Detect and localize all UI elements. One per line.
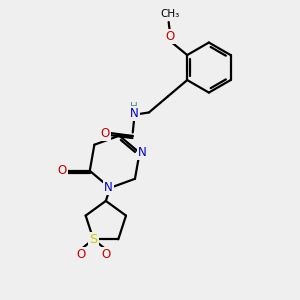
Text: O: O	[101, 127, 110, 140]
Text: CH₃: CH₃	[160, 9, 180, 20]
Text: N: N	[104, 182, 113, 194]
Text: S: S	[89, 233, 98, 246]
Text: N: N	[138, 146, 147, 159]
Text: O: O	[76, 248, 85, 261]
Text: O: O	[166, 30, 175, 43]
Text: H: H	[130, 103, 138, 112]
Text: O: O	[58, 164, 67, 177]
Text: O: O	[101, 248, 110, 261]
Text: N: N	[130, 107, 139, 120]
